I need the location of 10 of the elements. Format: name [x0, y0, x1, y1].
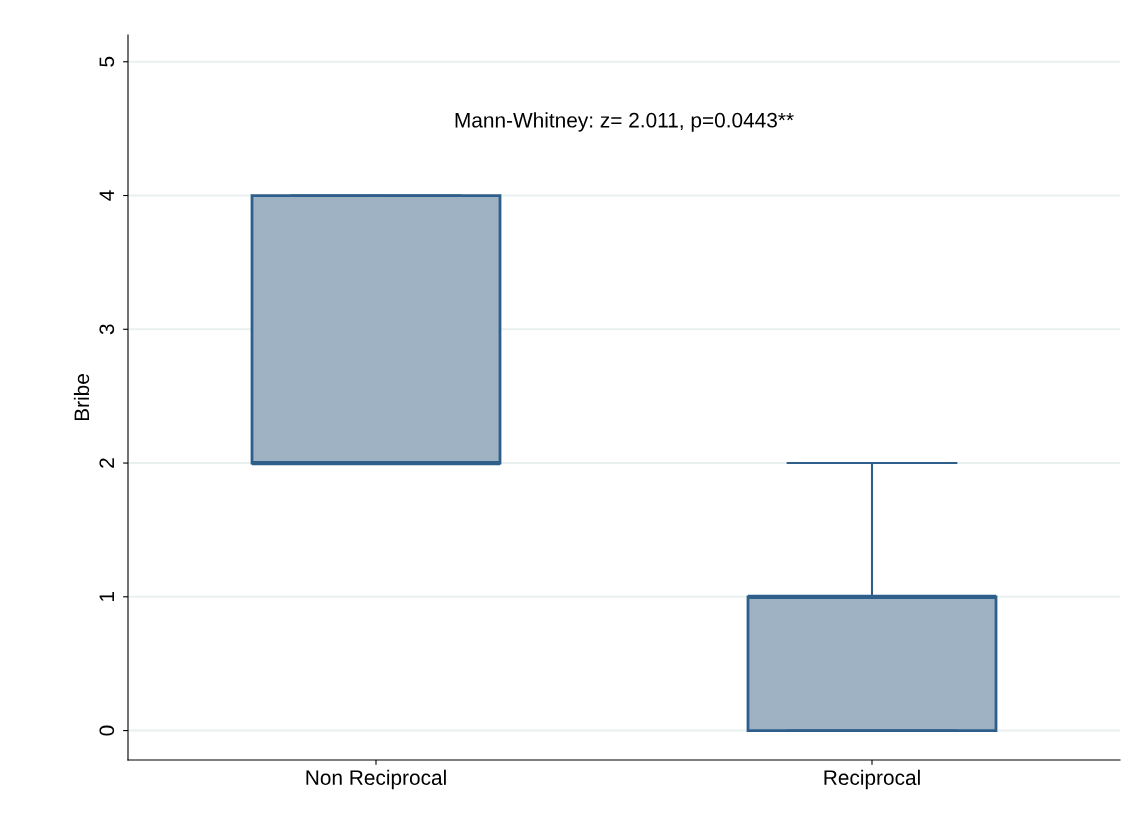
x-tick-label: Non Reciprocal [306, 769, 446, 790]
y-tick-label: 1 [99, 592, 114, 602]
y-tick-label: 3 [99, 324, 115, 335]
y-tick-label: 4 [99, 190, 114, 201]
annotation: Mann-Whitney: z= 2.011, p=0.0443** [455, 112, 794, 132]
y-tick-label: 2 [99, 458, 114, 468]
x-tick-label: Reciprocal [824, 769, 920, 790]
y-tick-label: 0 [99, 725, 115, 736]
y-axis-title: Bribe [73, 374, 90, 421]
y-tick-label: 5 [99, 56, 115, 67]
